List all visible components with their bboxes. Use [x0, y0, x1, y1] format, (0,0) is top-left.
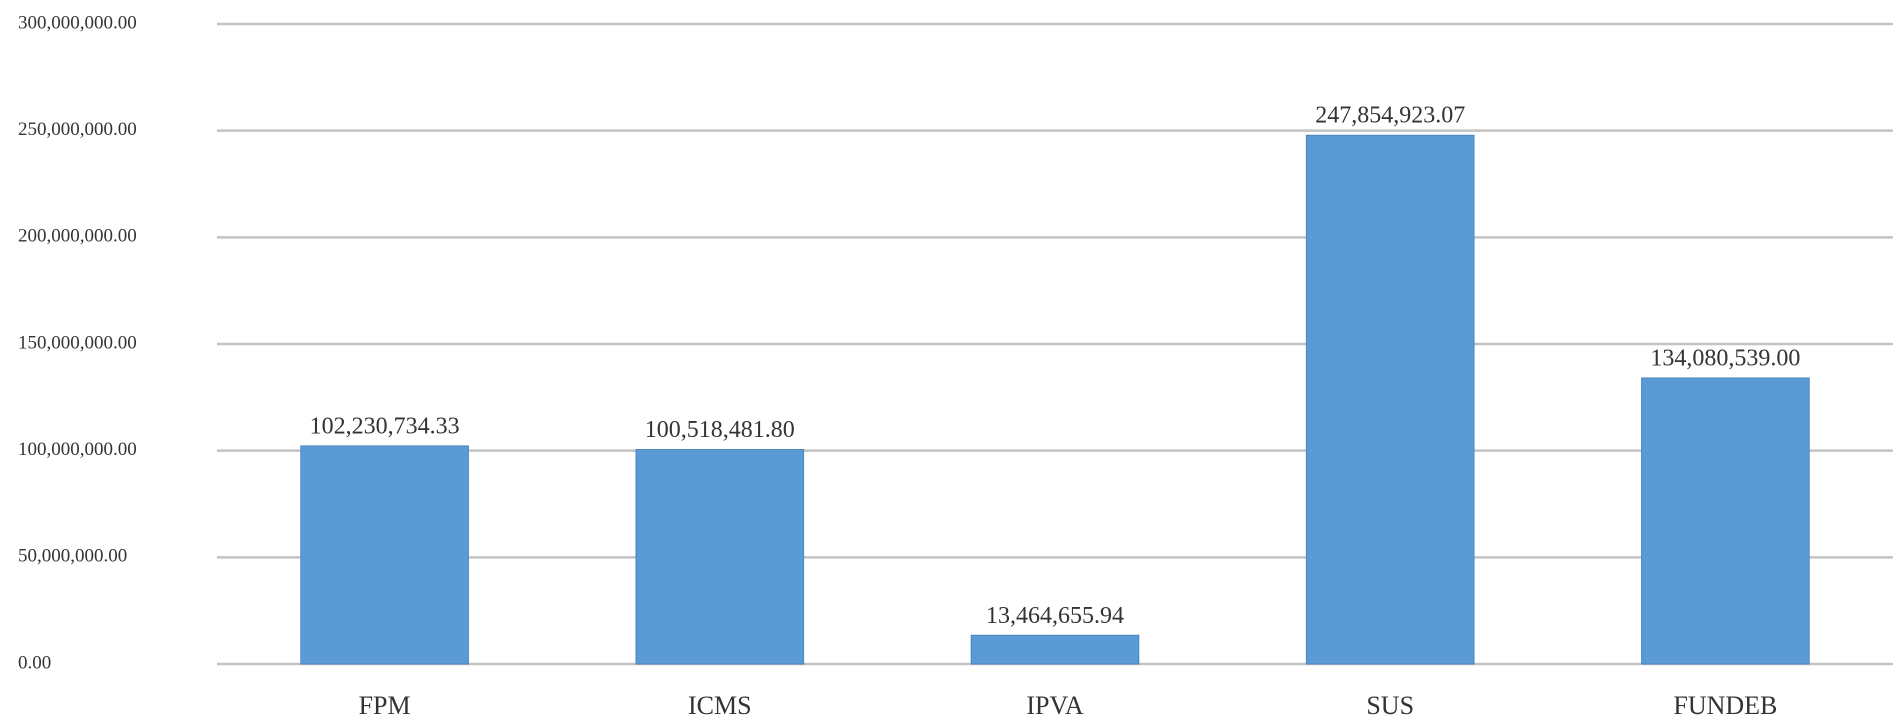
x-tick-label: IPVA	[1026, 691, 1084, 720]
data-label: 13,464,655.94	[986, 603, 1124, 629]
data-label: 134,080,539.00	[1650, 345, 1800, 371]
y-tick-label: 200,000,000.00	[18, 226, 137, 247]
y-tick-label: 300,000,000.00	[18, 12, 137, 33]
y-tick-label: 250,000,000.00	[18, 119, 137, 140]
y-tick-label: 50,000,000.00	[18, 546, 127, 567]
data-label: 102,230,734.33	[310, 413, 460, 439]
x-tick-label: ICMS	[688, 691, 752, 720]
bar	[635, 449, 805, 665]
y-tick-label: 0.00	[18, 652, 51, 673]
data-label: 100,518,481.80	[645, 417, 795, 443]
bar	[1641, 377, 1810, 665]
bar	[1305, 134, 1475, 665]
x-tick-label: FPM	[359, 691, 411, 720]
bar	[300, 445, 469, 665]
x-tick-label: FUNDEB	[1673, 691, 1777, 720]
x-tick-label: SUS	[1366, 691, 1414, 720]
y-tick-label: 150,000,000.00	[18, 332, 137, 353]
data-label: 247,854,923.07	[1315, 103, 1465, 129]
bar	[970, 634, 1140, 665]
y-tick-label: 100,000,000.00	[18, 439, 137, 460]
